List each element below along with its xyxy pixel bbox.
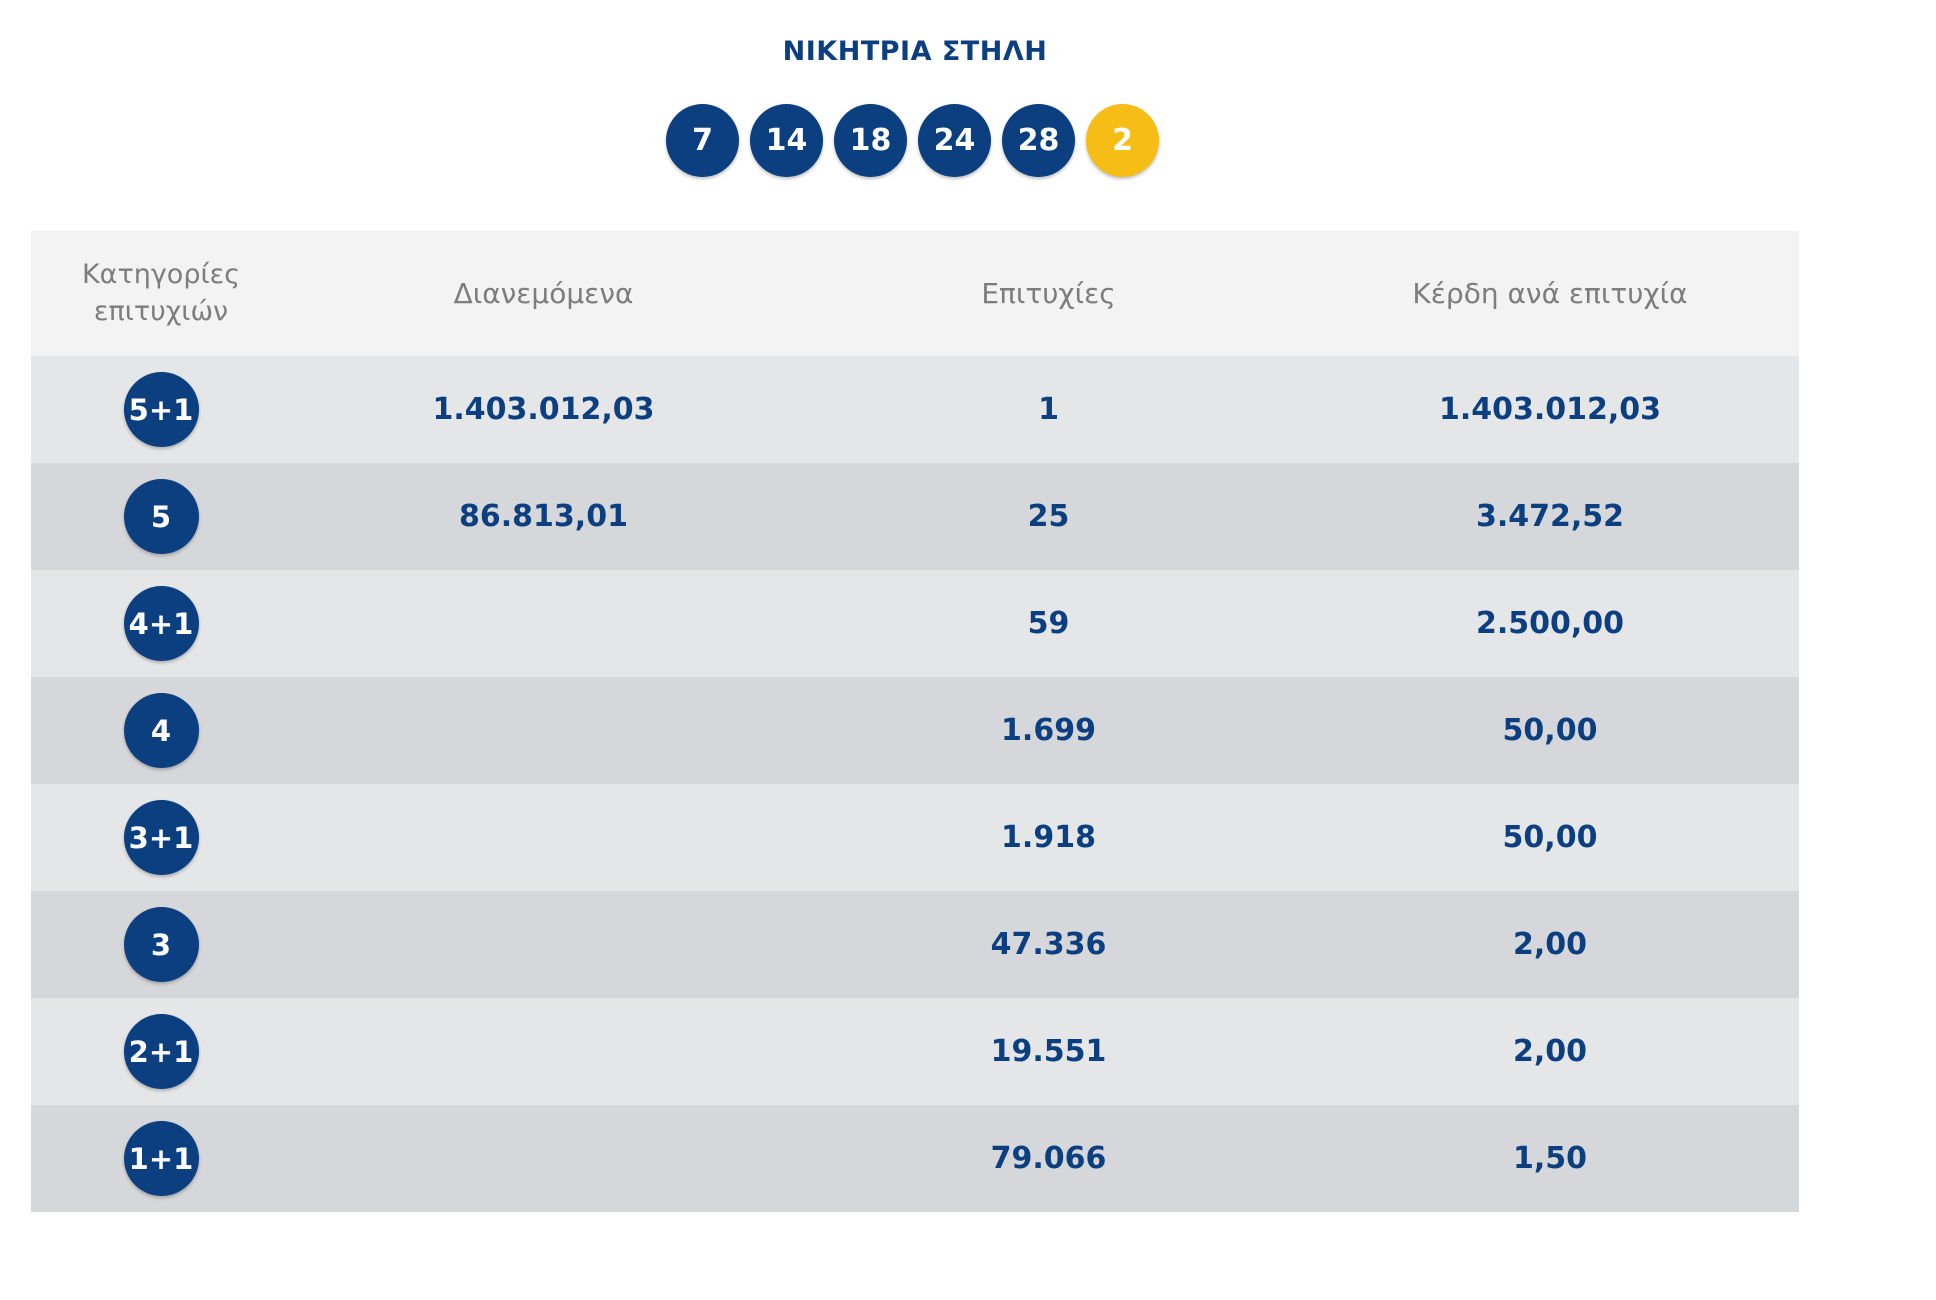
winning-column-title: ΝΙΚΗΤΡΙΑ ΣΤΗΛΗ <box>782 36 1048 67</box>
category-badge: 3+1 <box>123 800 199 875</box>
distributed-cell: 86.813,01 <box>459 499 628 534</box>
number-ball: 24 <box>918 104 991 177</box>
category-badge: 1+1 <box>123 1121 199 1196</box>
wins-cell: 79.066 <box>990 1141 1107 1176</box>
prize-cell: 2,00 <box>1512 1034 1588 1069</box>
table-row: 3+1 1.918 50,00 <box>31 784 1799 891</box>
prize-table: Κατηγορίες επιτυχιών Διανεμόμενα Επιτυχί… <box>31 231 1799 1212</box>
wins-cell: 59 <box>1027 606 1070 641</box>
wins-cell: 1 <box>1038 392 1059 427</box>
prize-cell: 2,00 <box>1512 927 1588 962</box>
header-wins: Επιτυχίες <box>981 276 1116 310</box>
category-badge: 2+1 <box>123 1014 199 1089</box>
prize-cell: 1.403.012,03 <box>1438 392 1662 427</box>
table-row: 4+1 59 2.500,00 <box>31 570 1799 677</box>
table-header-row: Κατηγορίες επιτυχιών Διανεμόμενα Επιτυχί… <box>31 231 1799 356</box>
prize-cell: 3.472,52 <box>1475 499 1625 534</box>
category-badge: 3 <box>123 907 199 982</box>
table-row: 5+1 1.403.012,03 1 1.403.012,03 <box>31 356 1799 463</box>
header-distributed: Διανεμόμενα <box>453 276 634 310</box>
category-badge: 5+1 <box>123 372 199 447</box>
prize-cell: 1,50 <box>1512 1141 1588 1176</box>
category-badge: 4+1 <box>123 586 199 661</box>
table-row: 4 1.699 50,00 <box>31 677 1799 784</box>
table-row: 2+1 19.551 2,00 <box>31 998 1799 1105</box>
wins-cell: 1.699 <box>1001 713 1096 748</box>
table-row: 5 86.813,01 25 3.472,52 <box>31 463 1799 570</box>
table-row: 3 47.336 2,00 <box>31 891 1799 998</box>
prize-cell: 2.500,00 <box>1475 606 1625 641</box>
number-ball: 18 <box>834 104 907 177</box>
number-ball: 14 <box>750 104 823 177</box>
winning-numbers: 7 14 18 24 28 2 <box>666 104 1159 177</box>
header-prize-per-win: Κέρδη ανά επιτυχία <box>1412 276 1688 310</box>
wins-cell: 19.551 <box>990 1034 1107 1069</box>
category-badge: 5 <box>123 479 199 554</box>
wins-cell: 47.336 <box>990 927 1107 962</box>
header-categories: Κατηγορίες επιτυχιών <box>81 259 241 327</box>
distributed-cell: 1.403.012,03 <box>432 392 655 427</box>
wins-cell: 25 <box>1027 499 1070 534</box>
number-ball: 7 <box>666 104 739 177</box>
table-row: 1+1 79.066 1,50 <box>31 1105 1799 1212</box>
prize-cell: 50,00 <box>1502 820 1598 855</box>
prize-cell: 50,00 <box>1502 713 1598 748</box>
bonus-number-ball: 2 <box>1086 104 1159 177</box>
number-ball: 28 <box>1002 104 1075 177</box>
wins-cell: 1.918 <box>1001 820 1096 855</box>
category-badge: 4 <box>123 693 199 768</box>
